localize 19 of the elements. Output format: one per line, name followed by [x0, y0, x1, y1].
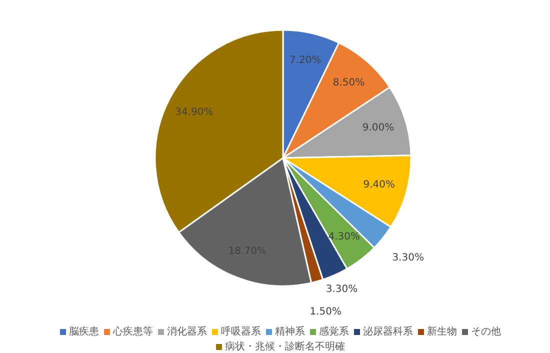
legend-label: 病状・兆候・診断名不明確: [225, 340, 345, 352]
legend-label: 脳疾患: [69, 326, 99, 338]
data-label: 9.00%: [362, 122, 394, 134]
data-label: 3.30%: [326, 284, 358, 295]
data-label: 7.20%: [289, 55, 322, 66]
legend-label: 感覚系: [319, 326, 349, 338]
data-label: 4.30%: [328, 231, 360, 242]
data-label: 3.30%: [392, 252, 424, 264]
data-label: 34.90%: [175, 106, 214, 118]
legend-label: 泌尿器科系: [363, 326, 413, 338]
legend-label: 呼吸器系: [221, 326, 261, 338]
legend-label: 心疾患等: [112, 326, 153, 338]
data-label: 8.50%: [332, 77, 365, 88]
legend-label: 精神系: [275, 326, 305, 338]
data-label: 1.50%: [310, 306, 342, 318]
data-label: 9.40%: [363, 180, 395, 191]
legend-label: その他: [471, 326, 501, 338]
legend-label: 消化器系: [167, 326, 207, 338]
legend-label: 新生物: [427, 326, 457, 338]
